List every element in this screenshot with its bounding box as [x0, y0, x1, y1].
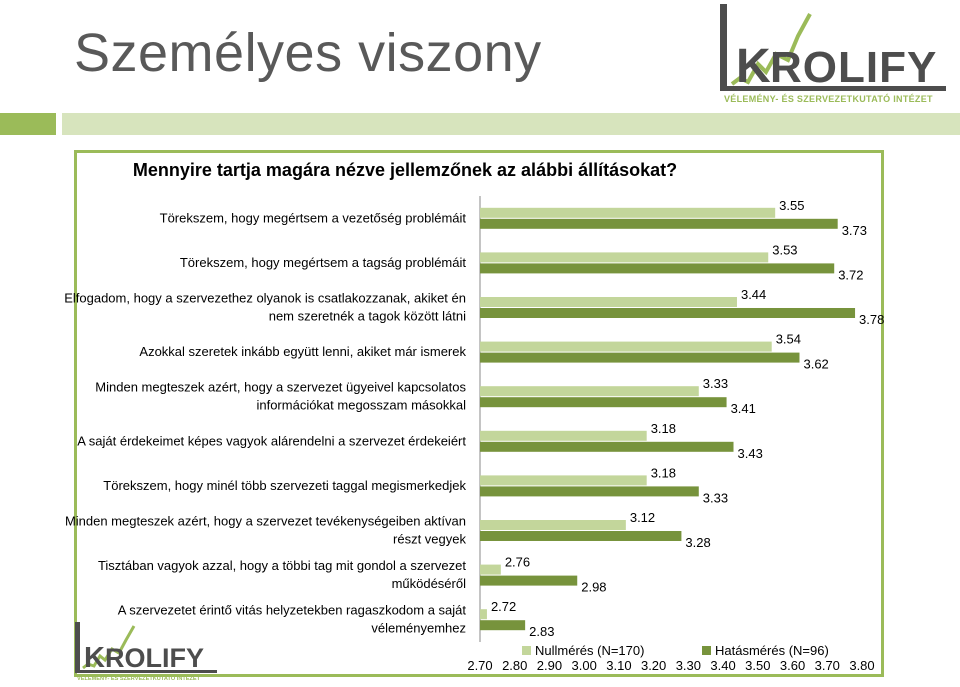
accent-bar	[0, 113, 960, 135]
accent-rule	[62, 113, 960, 135]
accent-block	[0, 113, 56, 135]
chart-title: Mennyire tartja magára nézve jellemzőnek…	[132, 160, 678, 180]
svg-text:K: K	[84, 642, 105, 674]
chart-frame	[74, 150, 884, 677]
svg-text:ROLIFY: ROLIFY	[105, 643, 204, 673]
svg-text:K: K	[736, 40, 771, 93]
krolify-logo-small: K ROLIFY VÉLEMÉNY- ÉS SZERVEZETKUTATÓ IN…	[75, 622, 217, 682]
svg-text:VÉLEMÉNY- ÉS SZERVEZETKUTATÓ I: VÉLEMÉNY- ÉS SZERVEZETKUTATÓ INTÉZET	[77, 674, 201, 682]
krolify-logo: K ROLIFY VÉLEMÉNY- ÉS SZERVEZETKUTATÓ IN…	[720, 4, 946, 104]
svg-text:ROLIFY: ROLIFY	[770, 43, 937, 92]
svg-text:VÉLEMÉNY- ÉS SZERVEZETKUTATÓ I: VÉLEMÉNY- ÉS SZERVEZETKUTATÓ INTÉZET	[724, 93, 933, 104]
slide-title: Személyes viszony	[74, 23, 542, 83]
